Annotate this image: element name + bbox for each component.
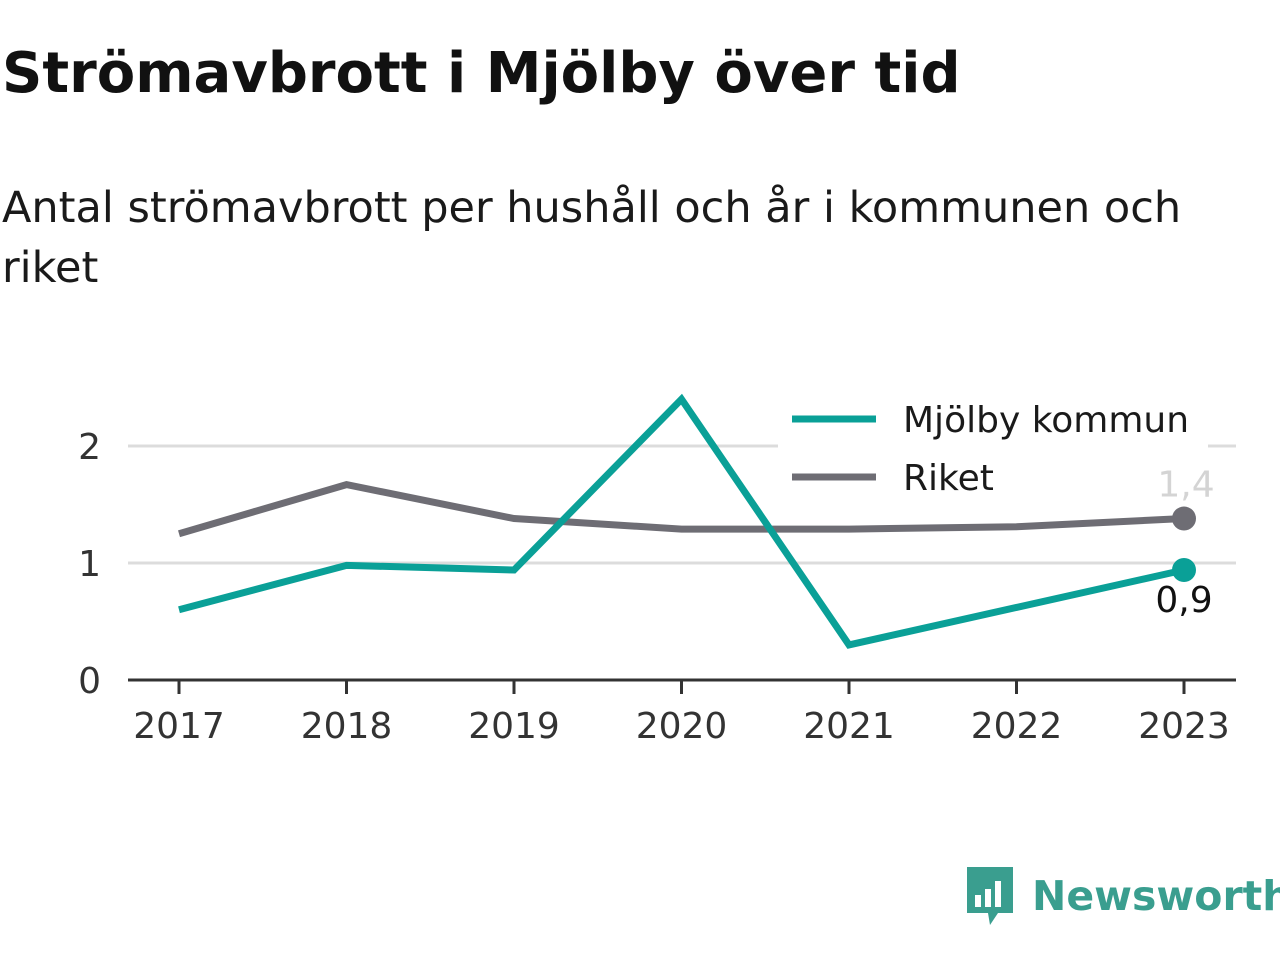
x-tick-label: 2019 [468, 706, 560, 747]
end-labels: 0,9 1,4 [1155, 465, 1214, 621]
series-line [178, 481, 1185, 538]
x-tick-label: 2021 [803, 706, 895, 747]
end-label-mjolby: 0,9 [1155, 580, 1212, 621]
line-chart: 0 1 2 2017 2018 2019 2020 2021 2022 2023 Mjölby … [78, 388, 1236, 747]
y-tick-label: 0 [78, 661, 101, 702]
legend: Mjölby kommun Riket [778, 388, 1208, 506]
x-axis-ticks: 2017 2018 2019 2020 2021 2022 2023 [128, 678, 1236, 747]
x-tick-label: 2022 [971, 706, 1063, 747]
chart-title: Strömavbrott i Mjölby över tid [2, 41, 961, 106]
series-end-point [1172, 558, 1196, 583]
series-end-point [1172, 506, 1196, 531]
legend-background [778, 388, 1208, 506]
brand-logo: Newsworthy [964, 864, 1280, 928]
y-tick-label: 1 [78, 544, 101, 585]
x-tick-label: 2018 [301, 706, 393, 747]
brand-name: Newsworthy [1032, 872, 1280, 920]
y-axis-ticks: 0 1 2 [78, 427, 101, 702]
bar-chart-speech-bubble-icon [967, 867, 1013, 925]
x-tick-label: 2017 [133, 706, 225, 747]
series-line [178, 393, 1185, 649]
chart-subtitle: Antal strömavbrott per hushåll och år i … [2, 183, 1182, 293]
legend-label: Mjölby kommun [903, 400, 1189, 441]
series-lines [178, 393, 1196, 649]
y-tick-label: 2 [78, 427, 101, 468]
end-label-riket: 1,4 [1157, 465, 1214, 506]
x-tick-label: 2023 [1138, 706, 1230, 747]
legend-label: Riket [903, 458, 994, 499]
x-tick-label: 2020 [636, 706, 728, 747]
